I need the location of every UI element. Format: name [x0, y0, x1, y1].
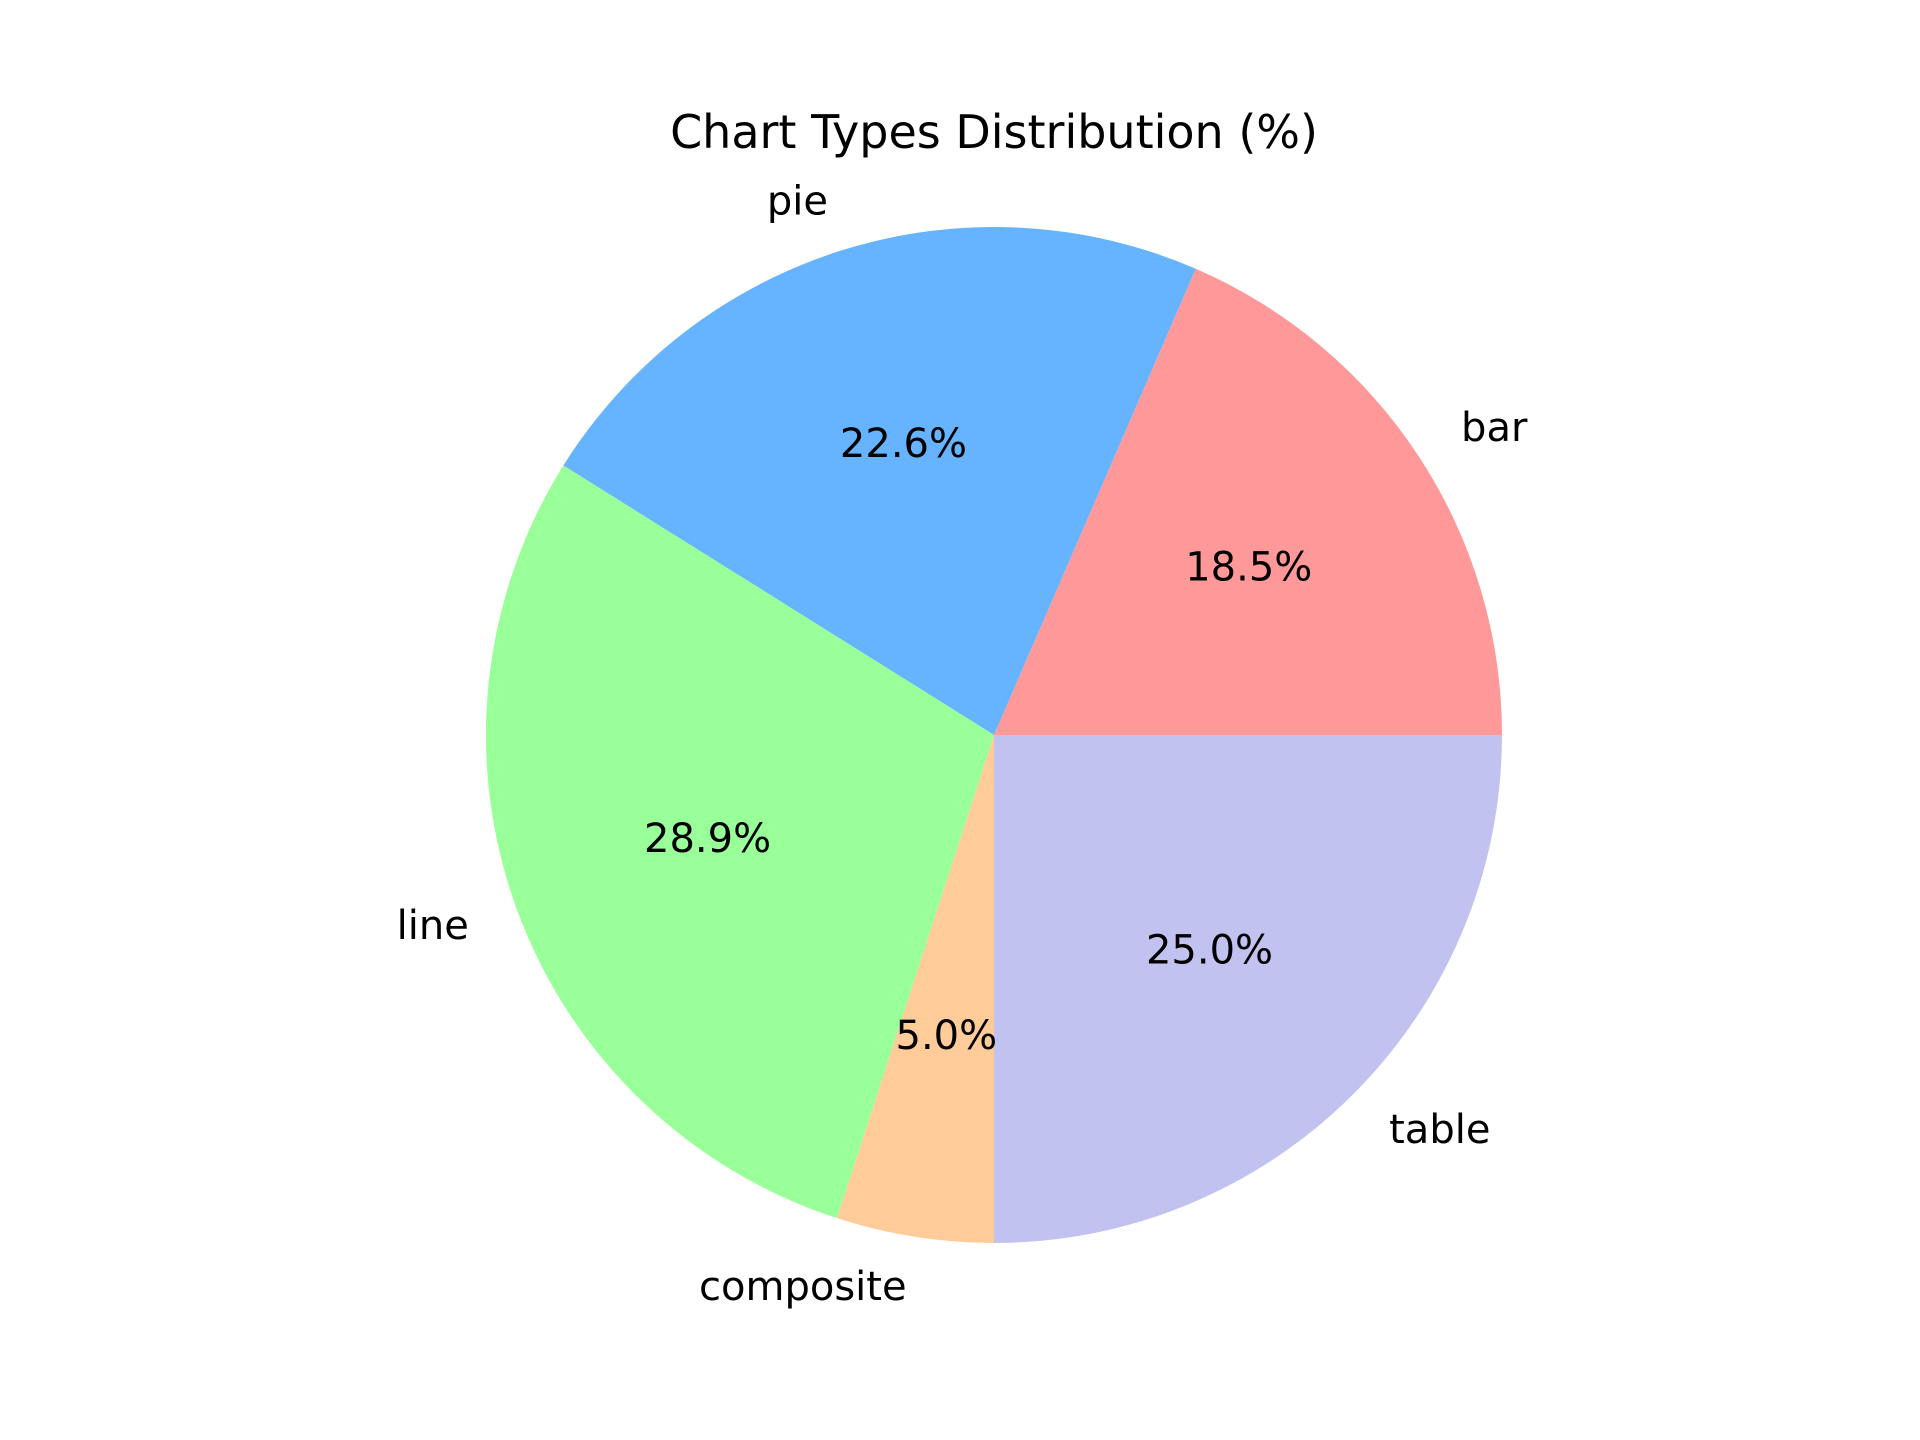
slice-label-pie: pie — [767, 178, 828, 224]
pie-slice-pie — [563, 226, 1196, 735]
chart-title: Chart Types Distribution (%) — [670, 105, 1318, 159]
slice-percent-bar: 18.5% — [1185, 545, 1312, 591]
pie-slices — [485, 226, 1502, 1243]
slice-label-bar: bar — [1461, 405, 1528, 451]
pie-slice-bar — [994, 268, 1502, 735]
pie-slice-line — [485, 465, 994, 1219]
slice-label-composite: composite — [699, 1264, 907, 1310]
slice-percent-line: 28.9% — [644, 816, 771, 862]
pie-labels: bar 18.5% pie 22.6% line 28.9% composite 5.0% ta… — [397, 178, 1528, 1309]
slice-percent-composite: 5.0% — [896, 1013, 998, 1059]
slice-percent-table: 25.0% — [1146, 928, 1273, 974]
pie-slice-composite — [837, 735, 994, 1243]
slice-percent-pie: 22.6% — [840, 421, 967, 467]
slice-label-table: table — [1389, 1107, 1490, 1153]
slice-label-line: line — [397, 903, 469, 949]
pie-slice-table — [994, 735, 1502, 1243]
